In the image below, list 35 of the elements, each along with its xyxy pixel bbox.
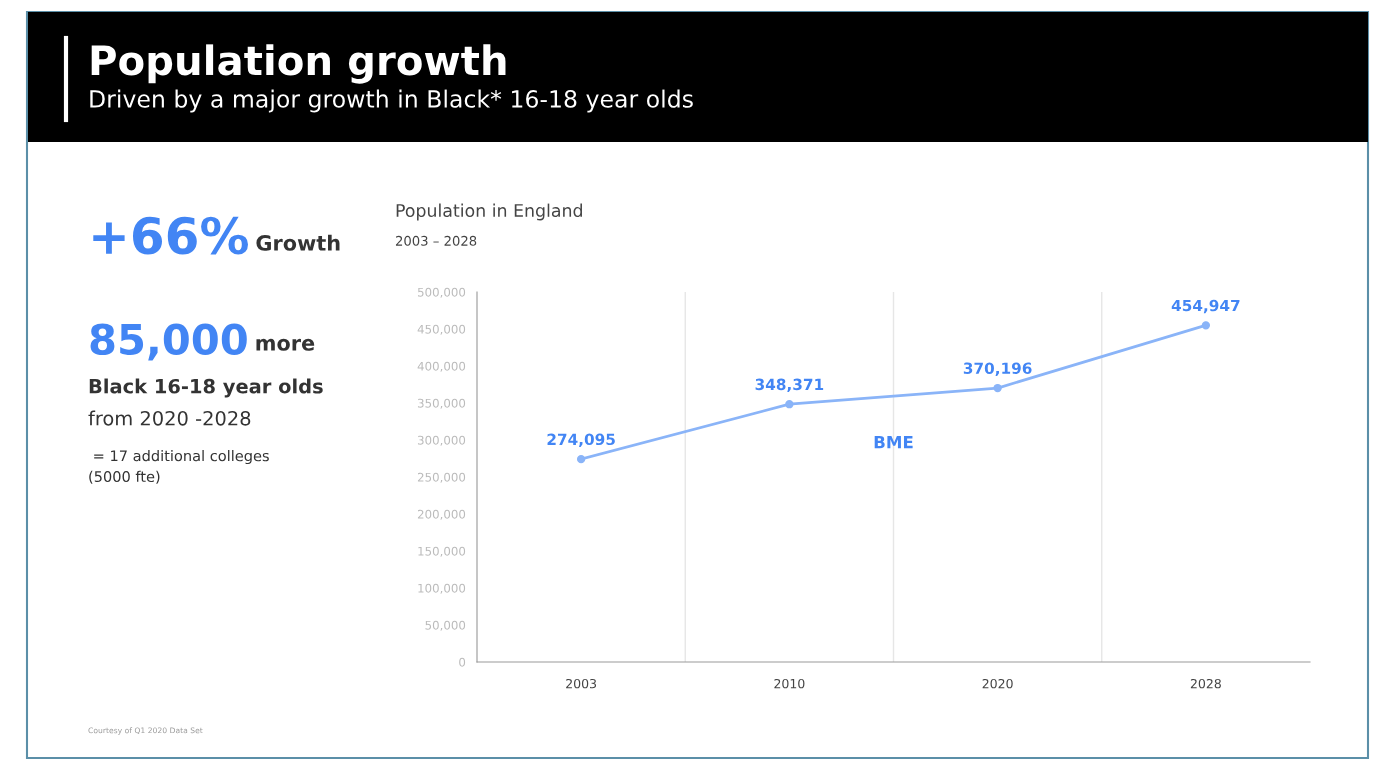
x-tick-label: 2010 xyxy=(774,678,805,689)
y-tick-label: 150,000 xyxy=(418,546,466,557)
text: = 17 additional colleges (5000 fte) xyxy=(89,450,269,484)
chart-subtitle: 2003 – 2028 xyxy=(395,235,477,246)
y-tick-label: 300,000 xyxy=(417,435,466,446)
y-tick-label: 200,000 xyxy=(417,509,466,520)
y-tick-label: 50,000 xyxy=(425,620,466,631)
text: 85,000 xyxy=(90,323,247,361)
data-label: 348,371 xyxy=(755,378,824,393)
text: BME xyxy=(874,436,913,449)
y-tick-label: 400,000 xyxy=(417,361,466,372)
point xyxy=(576,455,586,464)
data-label: 274,095 xyxy=(547,433,615,448)
text: more xyxy=(256,338,315,351)
x-tick-label: 2003 xyxy=(566,678,597,689)
x-tick-label: 2028 xyxy=(1190,678,1221,689)
y-tick-label: 250,000 xyxy=(417,472,466,483)
y-tick-label: 100,000 xyxy=(418,583,466,594)
text: Black 16-18 year olds xyxy=(89,378,323,398)
y-tick-label: 500,000 xyxy=(417,287,466,298)
data-label: 370,196 xyxy=(963,362,1032,376)
x-tick-label: 2020 xyxy=(982,678,1013,689)
y-tick-label: 0 xyxy=(459,657,466,667)
y-tick-label: 450,000 xyxy=(417,324,466,335)
point xyxy=(993,383,1002,393)
y-tick-label: 350,000 xyxy=(417,398,466,409)
text: +66% xyxy=(93,216,248,255)
text: Driven by a major growth in Black* 16-18 year olds xyxy=(90,89,693,113)
text: from 2020 -2028 xyxy=(88,410,251,426)
point xyxy=(785,400,794,409)
text: Population growth xyxy=(91,44,506,84)
point xyxy=(1201,321,1211,330)
chart-title: Population in England xyxy=(396,203,582,221)
data-label: 454,947 xyxy=(1171,299,1240,314)
text: Growth xyxy=(256,234,340,251)
